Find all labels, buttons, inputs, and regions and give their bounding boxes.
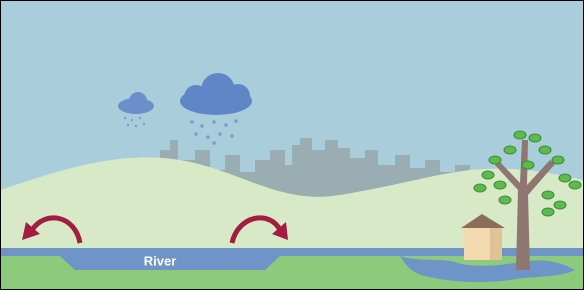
river-label: River xyxy=(144,253,177,268)
rain-drop xyxy=(190,120,194,124)
rain-drop xyxy=(139,117,141,119)
rain-drop xyxy=(194,132,198,136)
house-side xyxy=(490,228,502,260)
leaf xyxy=(489,156,501,164)
rain-drop xyxy=(127,124,129,126)
cloud-part xyxy=(226,84,250,108)
rain-drop xyxy=(200,124,204,128)
leaf xyxy=(552,156,564,164)
leaf xyxy=(529,134,541,142)
rain-drop xyxy=(230,134,234,138)
cloud-part xyxy=(184,85,208,109)
page: {"labels": {"river": "River"}} html, bod… xyxy=(0,0,584,290)
leaf xyxy=(494,181,506,189)
body: River (() => { const xyxy=(0,0,584,290)
leaf xyxy=(539,146,551,154)
rain-drop xyxy=(143,123,145,125)
rain-drop xyxy=(218,132,222,136)
leaf xyxy=(514,131,526,139)
leaf xyxy=(569,181,581,189)
leaf xyxy=(474,184,486,192)
leaf xyxy=(482,171,494,179)
rain-drop xyxy=(206,135,210,139)
leaf xyxy=(542,191,554,199)
leaf xyxy=(554,201,566,209)
rain-drop xyxy=(124,117,126,119)
leaf xyxy=(542,208,554,216)
rain-drop xyxy=(234,119,238,123)
rain-drop xyxy=(212,141,216,145)
leaf xyxy=(559,174,571,182)
rain-drop xyxy=(224,123,228,127)
illustration: River xyxy=(0,0,584,290)
rain-drop xyxy=(131,119,133,121)
rain-drop xyxy=(212,120,216,124)
leaf xyxy=(522,161,534,169)
leaf xyxy=(499,196,511,204)
rain-drop xyxy=(135,125,137,127)
leaf xyxy=(504,146,516,154)
cloud-part xyxy=(122,99,134,111)
